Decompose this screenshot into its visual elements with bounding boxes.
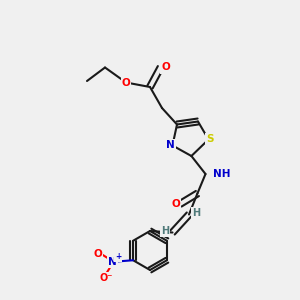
Text: H: H [192,208,201,218]
Text: O: O [122,77,130,88]
Text: O: O [161,62,170,73]
Text: S: S [206,134,214,145]
Text: O⁻: O⁻ [99,273,113,283]
Text: O: O [171,199,180,209]
Text: NH: NH [213,169,230,179]
Text: N: N [108,257,116,267]
Text: +: + [115,252,121,261]
Text: O: O [94,249,102,259]
Text: H: H [161,226,169,236]
Text: N: N [166,140,175,151]
